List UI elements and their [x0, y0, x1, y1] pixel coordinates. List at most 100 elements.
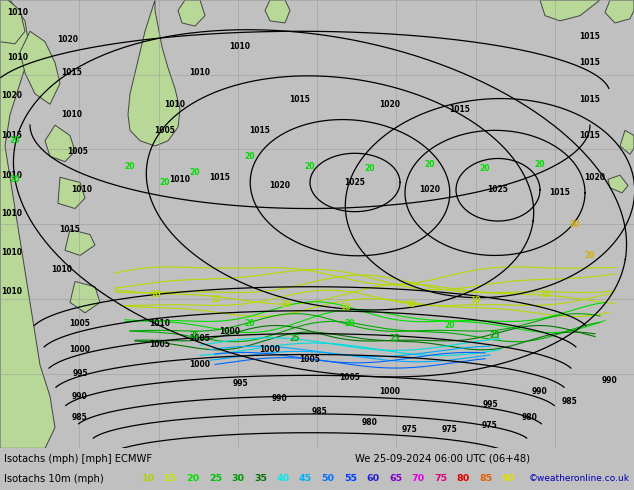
Text: 20: 20	[444, 321, 455, 330]
Text: 985: 985	[562, 397, 578, 406]
Text: 20: 20	[245, 152, 256, 161]
Text: 1015: 1015	[579, 95, 600, 103]
Polygon shape	[608, 175, 628, 193]
Text: 1005: 1005	[150, 340, 171, 348]
Text: 1015: 1015	[579, 131, 600, 140]
Text: We 25-09-2024 06:00 UTC (06+48): We 25-09-2024 06:00 UTC (06+48)	[355, 454, 530, 464]
Text: 1010: 1010	[72, 185, 93, 194]
Polygon shape	[65, 229, 95, 255]
Text: 25: 25	[209, 474, 222, 483]
Text: 1010: 1010	[230, 43, 250, 51]
Text: Isotachs (mph) [mph] ECMWF: Isotachs (mph) [mph] ECMWF	[4, 454, 152, 464]
Text: 1015: 1015	[1, 131, 22, 140]
Text: 20: 20	[425, 160, 436, 169]
Text: 25: 25	[190, 331, 200, 340]
Text: 1025: 1025	[344, 178, 365, 187]
Text: 995: 995	[482, 400, 498, 409]
Text: 40: 40	[276, 474, 290, 483]
Text: 985: 985	[72, 413, 88, 421]
Text: 50: 50	[321, 474, 335, 483]
Text: 995: 995	[232, 379, 248, 388]
Text: 20: 20	[10, 136, 20, 145]
Text: 1020: 1020	[585, 173, 605, 182]
Text: 20: 20	[245, 318, 256, 328]
Text: 1010: 1010	[8, 8, 29, 17]
Text: 20: 20	[10, 175, 20, 184]
Text: 1010: 1010	[61, 110, 82, 119]
Text: 1015: 1015	[550, 188, 571, 197]
Text: 1015: 1015	[210, 173, 230, 182]
Text: 10: 10	[340, 303, 350, 312]
Text: 20: 20	[365, 165, 375, 173]
Text: 20: 20	[570, 220, 580, 229]
Text: 1005: 1005	[190, 334, 210, 343]
Text: 10: 10	[141, 474, 155, 483]
Polygon shape	[58, 177, 85, 209]
Text: 20: 20	[305, 162, 315, 171]
Polygon shape	[0, 0, 55, 448]
Text: 975: 975	[402, 425, 418, 434]
Text: 85: 85	[479, 474, 492, 483]
Text: 10: 10	[280, 300, 290, 309]
Text: 10: 10	[210, 295, 220, 304]
Polygon shape	[620, 130, 634, 154]
Text: 1020: 1020	[269, 181, 290, 190]
Text: 65: 65	[389, 474, 402, 483]
Text: 1015: 1015	[60, 225, 81, 234]
Text: Isotachs 10m (mph): Isotachs 10m (mph)	[4, 474, 104, 484]
Text: 990: 990	[532, 387, 548, 395]
Polygon shape	[605, 0, 634, 23]
Text: 45: 45	[299, 474, 312, 483]
Polygon shape	[70, 282, 100, 313]
Text: 1015: 1015	[61, 69, 82, 77]
Text: 980: 980	[522, 413, 538, 421]
Text: 1020: 1020	[1, 92, 22, 100]
Text: 20: 20	[345, 318, 355, 328]
Text: 90: 90	[501, 474, 515, 483]
Text: 1010: 1010	[1, 248, 22, 257]
Text: 1000: 1000	[380, 387, 401, 395]
Text: 1010: 1010	[51, 265, 72, 273]
Text: 975: 975	[442, 425, 458, 434]
Text: 1020: 1020	[58, 35, 79, 44]
Text: 1010: 1010	[150, 318, 171, 328]
Text: 1010: 1010	[1, 288, 22, 296]
Text: 990: 990	[72, 392, 88, 401]
Text: 10: 10	[150, 290, 160, 298]
Text: 1015: 1015	[290, 95, 311, 103]
Text: 990: 990	[272, 394, 288, 403]
Text: 10: 10	[470, 296, 480, 305]
Polygon shape	[128, 0, 180, 146]
Text: 25: 25	[390, 334, 400, 343]
Text: 1015: 1015	[450, 105, 470, 114]
Text: 980: 980	[362, 418, 378, 427]
Text: 1000: 1000	[70, 345, 91, 354]
Polygon shape	[0, 0, 25, 44]
Text: 75: 75	[434, 474, 447, 483]
Text: 1005: 1005	[68, 147, 88, 156]
Text: 990: 990	[602, 376, 618, 385]
Text: 35: 35	[254, 474, 267, 483]
Text: 1020: 1020	[420, 185, 441, 194]
Text: 55: 55	[344, 474, 357, 483]
Text: 1015: 1015	[579, 32, 600, 41]
Text: 15: 15	[164, 474, 177, 483]
Text: 20: 20	[190, 168, 200, 176]
Text: 1010: 1010	[190, 69, 210, 77]
Polygon shape	[265, 0, 290, 23]
Text: 1005: 1005	[299, 355, 320, 364]
Text: 1010: 1010	[1, 171, 22, 180]
Text: 1010: 1010	[164, 100, 186, 109]
Text: 1010: 1010	[169, 175, 190, 184]
Polygon shape	[20, 31, 60, 104]
Text: 20: 20	[534, 160, 545, 169]
Text: 1010: 1010	[1, 209, 22, 218]
Text: 1000: 1000	[259, 345, 280, 354]
Polygon shape	[178, 0, 205, 26]
Text: 1000: 1000	[219, 327, 240, 336]
Text: 60: 60	[366, 474, 380, 483]
Text: 975: 975	[482, 421, 498, 430]
Text: 70: 70	[411, 474, 425, 483]
Text: 1015: 1015	[579, 58, 600, 67]
Text: 25: 25	[490, 331, 500, 340]
